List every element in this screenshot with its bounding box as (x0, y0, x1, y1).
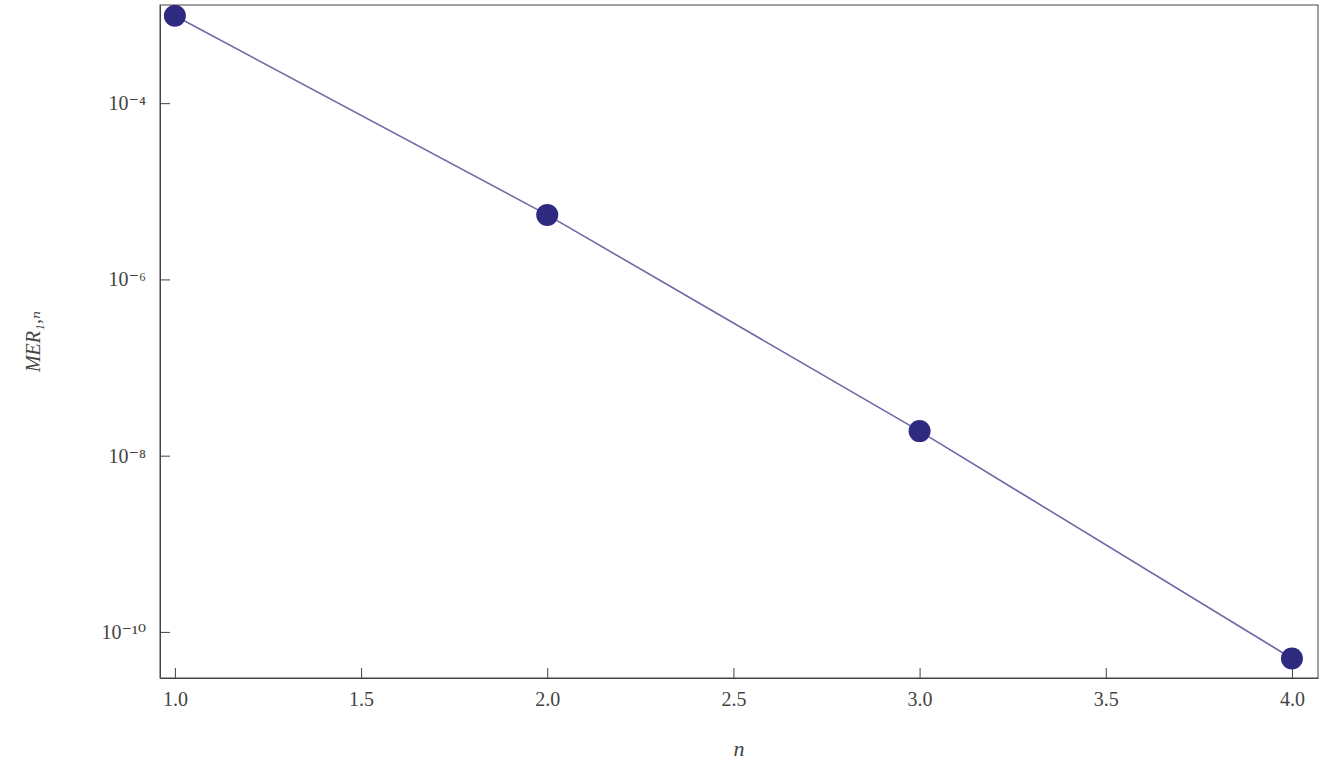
series-point (1281, 647, 1303, 669)
x-tick-label: 3.0 (908, 688, 933, 710)
y-tick-mark (160, 279, 170, 280)
x-tick-label: 2.0 (535, 688, 560, 710)
series-line (175, 16, 1292, 659)
y-tick-mark (160, 103, 170, 104)
x-tick: 3.0 (908, 668, 933, 710)
x-axis: 1.0 1.5 2.0 2.5 3.0 3.5 4.0 (161, 668, 1319, 710)
x-tick-label: 4.0 (1280, 688, 1305, 710)
x-tick: 1.5 (349, 668, 374, 710)
x-tick: 3.5 (1094, 668, 1119, 710)
y-tick: 10⁻⁶ (108, 268, 170, 290)
x-tick-label: 2.5 (721, 688, 746, 710)
y-tick: 10⁻¹⁰ (101, 621, 170, 643)
x-tick: 2.0 (535, 668, 560, 710)
x-tick-mark (1292, 668, 1293, 678)
x-axis-title: n (734, 736, 745, 761)
x-tick-mark (920, 668, 921, 678)
y-tick-label: 10⁻⁸ (108, 445, 146, 467)
y-tick-label: 10⁻¹⁰ (101, 621, 146, 643)
x-tick-mark (733, 668, 734, 678)
x-tick-mark (361, 668, 362, 678)
x-tick-mark (547, 668, 548, 678)
series-point (164, 5, 186, 27)
x-axis-line (161, 678, 1319, 679)
x-tick-mark (1106, 668, 1107, 678)
x-tick-label: 1.5 (349, 688, 374, 710)
x-tick: 2.5 (721, 668, 746, 710)
y-tick-label: 10⁻⁶ (108, 268, 146, 290)
plot-frame (160, 5, 1318, 678)
x-tick-mark (175, 668, 176, 678)
y-axis-title: MER₁,ₙ (22, 311, 44, 373)
x-tick-label: 3.5 (1094, 688, 1119, 710)
y-tick-mark (160, 632, 170, 633)
y-axis-line (160, 6, 161, 679)
x-tick-label: 1.0 (163, 688, 188, 710)
series-point (536, 204, 558, 226)
plot: 1.0 1.5 2.0 2.5 3.0 3.5 4.0 10⁻⁴ 10⁻⁶ 10⁻⁸ 10⁻¹⁰ (101, 5, 1318, 710)
y-tick: 10⁻⁴ (108, 92, 170, 114)
y-axis: 10⁻⁴ 10⁻⁶ 10⁻⁸ 10⁻¹⁰ (101, 6, 170, 679)
y-tick: 10⁻⁸ (108, 445, 170, 467)
x-tick: 1.0 (163, 668, 188, 710)
series-point (909, 420, 931, 442)
marks (164, 5, 1303, 669)
y-tick-label: 10⁻⁴ (108, 92, 146, 114)
chart: 1.0 1.5 2.0 2.5 3.0 3.5 4.0 10⁻⁴ 10⁻⁶ 10⁻⁸ 10⁻¹⁰ n M… (0, 0, 1322, 768)
x-tick: 4.0 (1280, 668, 1305, 710)
y-tick-mark (160, 456, 170, 457)
